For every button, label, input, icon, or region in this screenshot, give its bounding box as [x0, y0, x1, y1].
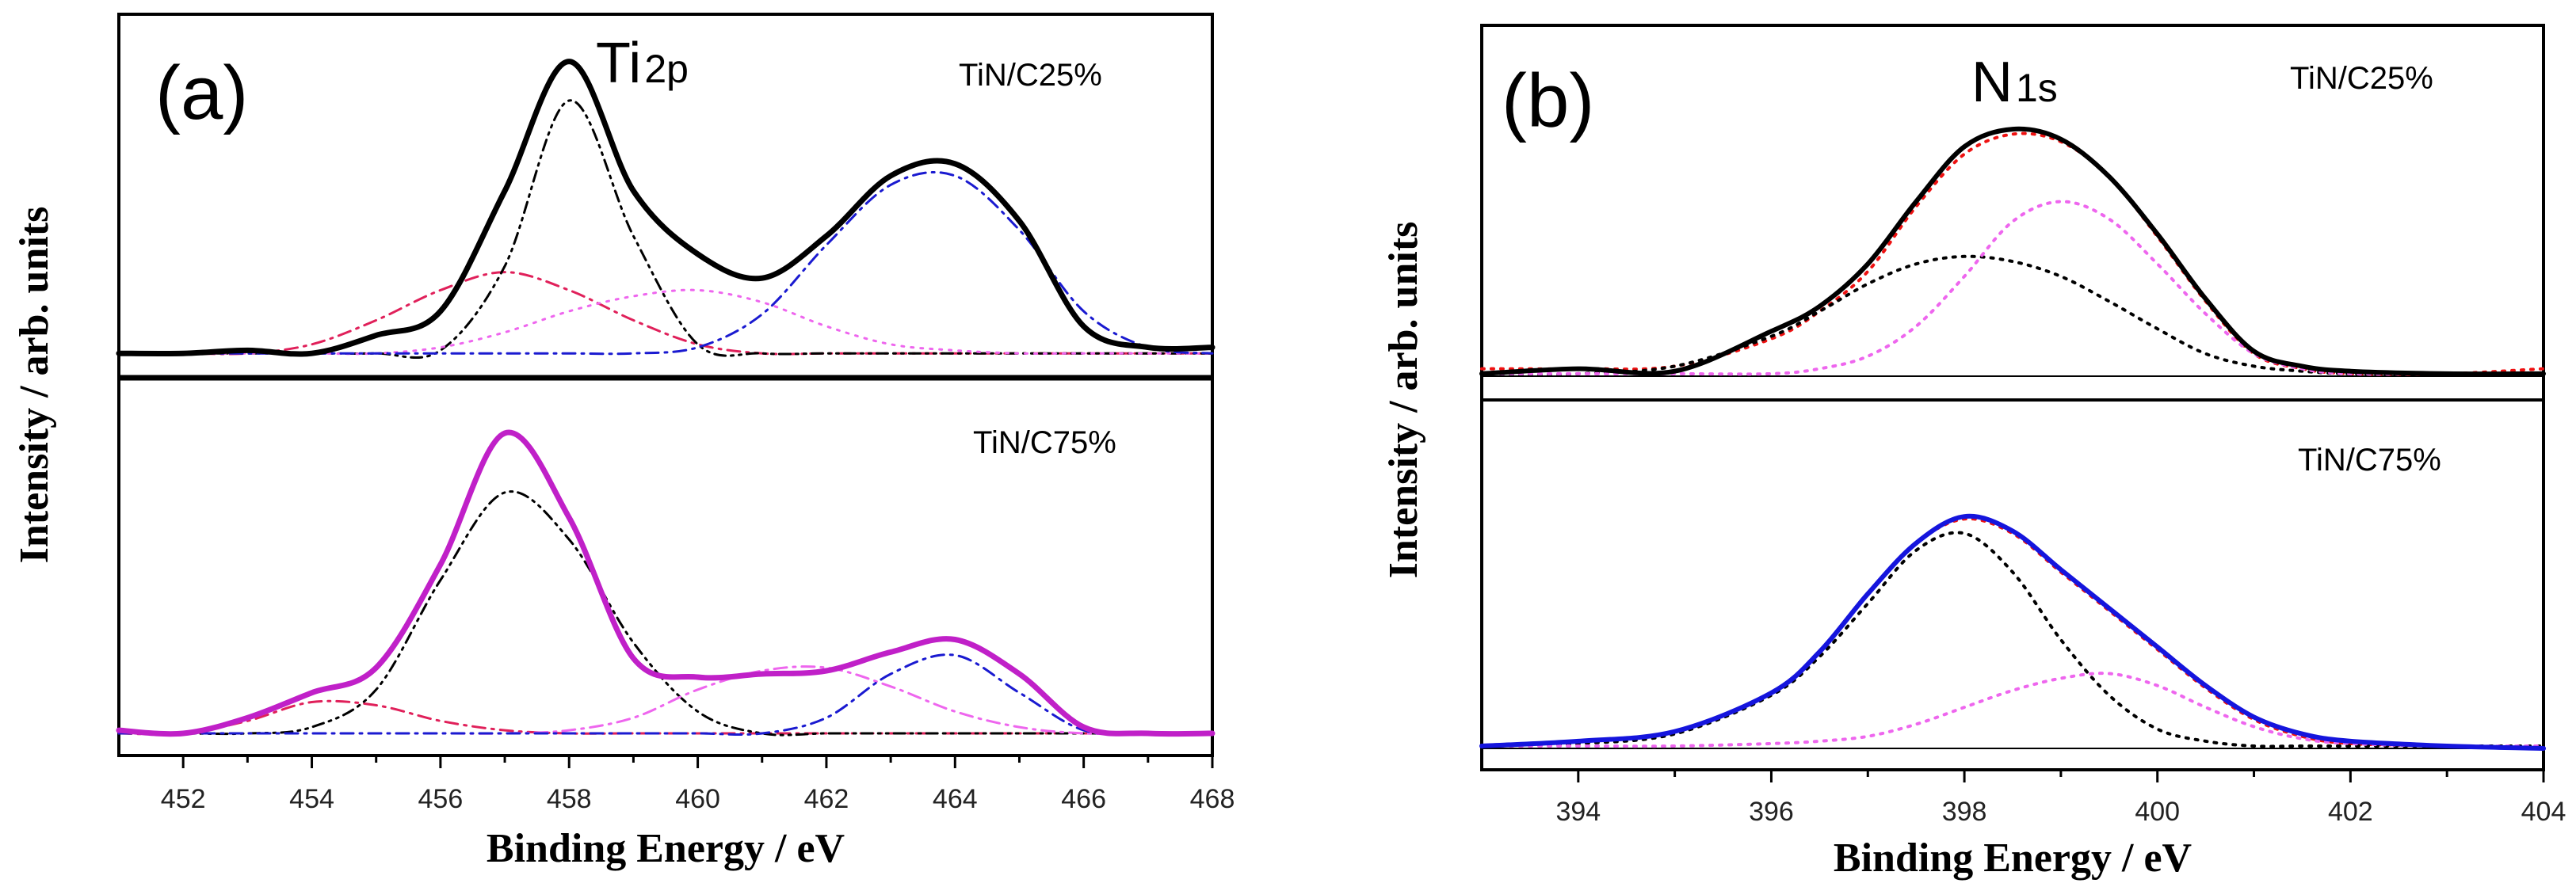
series-line-component-3 — [117, 288, 1214, 356]
panel-a-element-title: Ti2p — [596, 32, 689, 95]
series-line-component-2 — [1480, 200, 2545, 376]
panel-a-top-curves — [116, 59, 1215, 360]
panel-b-label: (b) — [1502, 59, 1594, 143]
x-tick-label: 396 — [1749, 797, 1794, 827]
panel-a-label: (a) — [155, 51, 248, 135]
series-line-component-1 — [1480, 531, 2545, 748]
panel-b-frame — [1480, 24, 2545, 771]
panel-b-top-sample-label: TiN/C25% — [2290, 61, 2433, 96]
series-line-measured — [1479, 126, 2546, 377]
x-tick-label: 402 — [2328, 797, 2373, 827]
series-line-component-2 — [117, 99, 1214, 360]
panel-a-element-symbol: Ti — [596, 32, 641, 95]
x-tick-label: 468 — [1190, 784, 1235, 814]
x-tick-label: 458 — [547, 784, 592, 814]
x-tick-label: 400 — [2135, 797, 2180, 827]
panel-a: (a) Ti2p TiN/C25% TiN/C75% 452 454 456 458 4… — [12, 13, 1235, 871]
panel-a-bottom-sample-label: TiN/C75% — [973, 425, 1116, 460]
series-line-component-2 — [117, 490, 1214, 737]
panel-b-element-title: N1s — [1971, 51, 2058, 114]
series-line-component-4 — [117, 171, 1214, 356]
x-tick-label: 404 — [2521, 797, 2566, 827]
series-line-component-4 — [117, 653, 1214, 736]
x-tick-label: 462 — [804, 784, 849, 814]
panel-a-bottom-curves — [116, 429, 1215, 737]
series-line-fit-envelope — [1480, 517, 2545, 750]
panel-b-element-symbol: N — [1971, 51, 2013, 114]
panel-b-top-curves — [1479, 126, 2546, 377]
series-line-measured — [116, 59, 1215, 357]
panel-b-x-ticks: 394 396 398 400 402 404 — [1555, 770, 2566, 827]
series-line-component-1 — [1480, 254, 2545, 376]
panel-a-frame — [117, 13, 1214, 757]
panel-b-bottom-curves — [1479, 513, 2546, 751]
panel-b-y-axis-label: Intensity / arb. units — [1381, 222, 1426, 579]
series-line-component-2 — [1480, 672, 2545, 748]
panel-b-element-subscript: 1s — [2016, 66, 2058, 110]
x-tick-label: 452 — [161, 784, 206, 814]
panel-a-top-sample-label: TiN/C25% — [959, 58, 1102, 93]
series-line-measured — [116, 429, 1215, 737]
x-tick-label: 394 — [1555, 797, 1601, 827]
panel-a-x-axis-label: Binding Energy / eV — [487, 826, 845, 871]
series-line-measured — [1479, 513, 2546, 751]
x-tick-label: 456 — [418, 784, 464, 814]
x-tick-label: 460 — [675, 784, 720, 814]
x-tick-label: 464 — [933, 784, 978, 814]
panel-b-x-axis-label: Binding Energy / eV — [1834, 836, 2192, 881]
series-line-component-1 — [117, 271, 1214, 356]
series-line-fit-envelope — [1480, 131, 2545, 376]
x-tick-label: 454 — [289, 784, 334, 814]
x-tick-label: 398 — [1942, 797, 1987, 827]
panel-b: (b) N1s TiN/C25% TiN/C75% 394 396 398 400 40… — [1381, 24, 2566, 881]
x-tick-label: 466 — [1061, 784, 1106, 814]
panel-a-y-axis-label: Intensity / arb. units — [12, 207, 57, 564]
panel-b-bottom-sample-label: TiN/C75% — [2298, 443, 2441, 478]
panel-a-x-ticks: 452 454 456 458 460 462 464 466 468 — [161, 756, 1235, 814]
panel-a-element-subscript: 2p — [644, 47, 689, 91]
